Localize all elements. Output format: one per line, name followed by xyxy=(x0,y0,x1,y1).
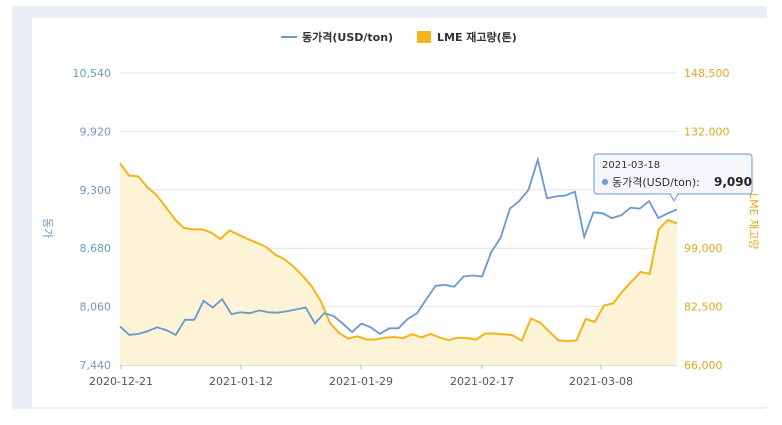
tooltip-date: 2021-03-18 xyxy=(602,160,660,171)
legend-stock-label: LME 재고량(톤) xyxy=(437,30,517,44)
left-tick-label: 7,440 xyxy=(80,359,112,372)
tooltip-marker xyxy=(602,179,608,185)
x-tick-label: 2020-12-21 xyxy=(89,375,153,388)
x-tick-label: 2021-03-08 xyxy=(569,375,633,388)
tooltip: 2021-03-18 동가격(USD/ton): 9,090 xyxy=(593,153,753,203)
right-tick-label: 99,000 xyxy=(684,242,723,255)
chart-frame: 동가격(USD/ton) LME 재고량(톤) 7,440 8,060 8,680 9… xyxy=(12,6,773,409)
tooltip-label: 동가격(USD/ton): xyxy=(612,176,700,189)
tooltip-value: 9,090 xyxy=(714,175,752,189)
x-axis-ticks: 2020-12-21 2021-01-12 2021-01-29 2021-02-17… xyxy=(89,365,633,388)
right-axis-title: LME 재고량 xyxy=(747,193,760,249)
x-tick-label: 2021-01-29 xyxy=(329,375,393,388)
x-tick-label: 2021-02-17 xyxy=(450,375,514,388)
legend-price-label: 동가격(USD/ton) xyxy=(302,30,393,44)
x-tick-label: 2021-01-12 xyxy=(209,375,273,388)
chart-panel: 동가격(USD/ton) LME 재고량(톤) 7,440 8,060 8,680 9… xyxy=(32,18,773,407)
tooltip-pointer xyxy=(669,193,679,203)
left-tick-label: 8,680 xyxy=(80,242,112,255)
combo-chart: 동가격(USD/ton) LME 재고량(톤) 7,440 8,060 8,680 9… xyxy=(41,30,760,388)
left-tick-label: 9,920 xyxy=(80,125,112,138)
right-tick-label: 82,500 xyxy=(684,301,723,314)
stock-area xyxy=(120,163,677,365)
left-tick-label: 10,540 xyxy=(73,67,112,80)
legend-stock-swatch xyxy=(417,31,431,43)
left-axis-ticks: 7,440 8,060 8,680 9,300 9,920 10,540 xyxy=(73,67,112,372)
stock-line xyxy=(119,162,678,343)
legend-item-stock[interactable]: LME 재고량(톤) xyxy=(417,30,517,44)
left-axis-title: 동가 xyxy=(41,218,54,238)
right-tick-label: 66,000 xyxy=(684,359,723,372)
right-tick-label: 132,000 xyxy=(684,125,730,138)
price-line xyxy=(119,156,678,337)
right-tick-label: 148,500 xyxy=(684,67,730,80)
left-tick-label: 9,300 xyxy=(80,184,112,197)
left-tick-label: 8,060 xyxy=(80,301,112,314)
stock-area-fill xyxy=(120,163,677,365)
legend: 동가격(USD/ton) LME 재고량(톤) xyxy=(281,30,517,44)
series-lines xyxy=(119,156,678,343)
legend-item-price[interactable]: 동가격(USD/ton) xyxy=(281,30,393,44)
